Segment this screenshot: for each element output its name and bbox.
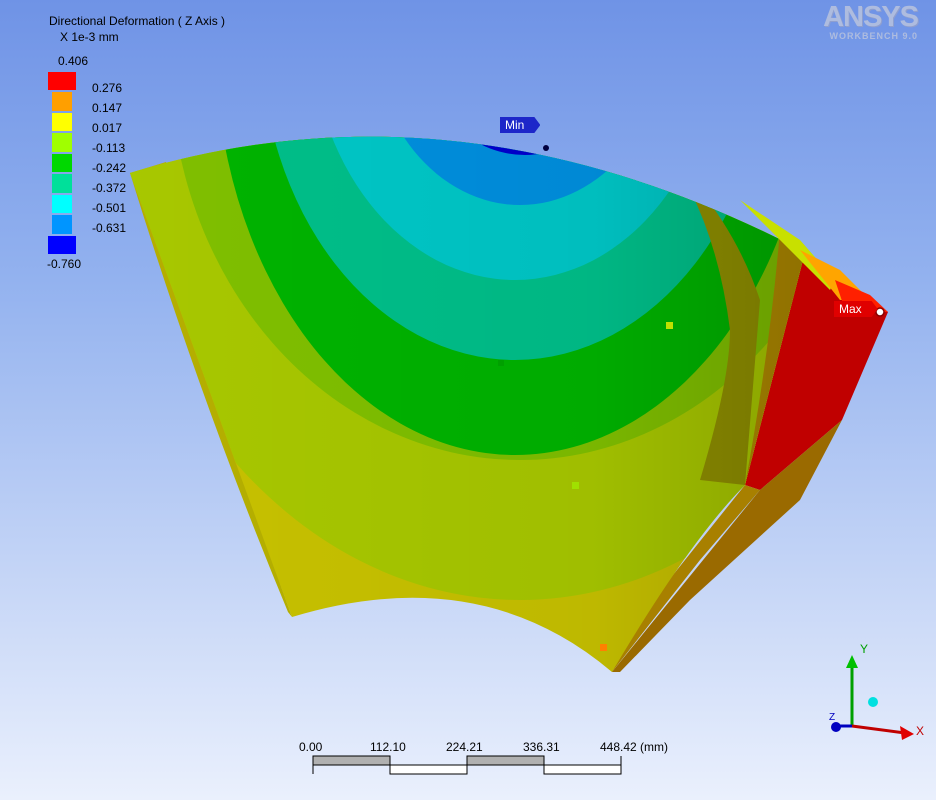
max-probe-label[interactable]: Max (834, 301, 878, 317)
scale-tick-1: 112.10 (370, 740, 406, 754)
legend-band-value: 0.017 (92, 121, 123, 135)
legend-band-value: -0.501 (92, 201, 127, 215)
legend-band-value: -0.631 (92, 221, 127, 235)
legend-band (52, 153, 72, 173)
triad-y-label: Y (860, 642, 869, 656)
scale-tick-2: 224.21 (446, 740, 483, 754)
scale-bar (312, 755, 622, 775)
legend-band (52, 194, 72, 214)
legend-band (52, 215, 72, 234)
scale-tick-0: 0.00 (299, 740, 323, 754)
legend-units: X 1e-3 mm (60, 30, 119, 44)
ansys-logo: ANSYS WORKBENCH 9.0 (823, 1, 919, 41)
legend-band (48, 235, 76, 254)
min-probe-label[interactable]: Min (500, 117, 540, 133)
legend-band (52, 112, 72, 132)
legend-color-bar[interactable] (48, 72, 76, 256)
legend-band (52, 133, 72, 152)
scale-tick-3: 336.31 (523, 740, 560, 754)
scale-tick-4: 448.42 (mm) (600, 740, 669, 754)
legend-band-value: -0.242 (92, 161, 127, 175)
logo-product: WORKBENCH 9.0 (829, 31, 918, 41)
triad-x-label: X (916, 724, 925, 738)
legend-band-value: -0.113 (92, 141, 126, 155)
legend-band (52, 174, 72, 193)
logo-brand: ANSYS (823, 1, 919, 33)
legend-band (52, 92, 72, 111)
legend-title: Directional Deformation ( Z Axis ) (49, 14, 226, 28)
axis-triad[interactable] (831, 655, 914, 740)
legend-band (48, 72, 76, 91)
legend-band-value: 0.276 (92, 81, 123, 95)
legend-max-value: 0.406 (58, 54, 89, 68)
legend-band-value: 0.147 (92, 101, 123, 115)
legend-band-value: -0.372 (92, 181, 127, 195)
triad-z-label: Z (829, 712, 836, 723)
legend-min-value: -0.760 (47, 257, 82, 271)
